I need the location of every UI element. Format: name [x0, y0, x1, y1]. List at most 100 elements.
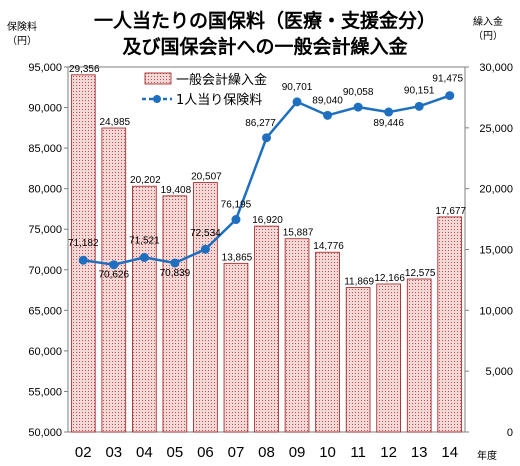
line-point	[445, 91, 455, 101]
bar	[101, 127, 127, 433]
x-axis-title: 年度	[477, 449, 497, 462]
left-tick-label: 60,000	[28, 346, 62, 358]
x-tick-label: 14	[441, 444, 458, 461]
bar	[162, 195, 188, 433]
left-tick-label: 55,000	[28, 386, 62, 398]
right-tick-label: 30,000	[479, 62, 513, 74]
left-tick-label: 90,000	[28, 103, 62, 115]
legend-bar-label: 一般会計繰入金	[176, 72, 267, 88]
x-tick-label: 11	[350, 444, 366, 461]
line-point	[139, 252, 149, 262]
bar-value-label: 12,575	[405, 268, 436, 279]
right-tick-label: 5,000	[485, 366, 513, 378]
line-point	[109, 260, 119, 270]
bar-value-label: 24,985	[100, 117, 131, 128]
left-tick-label: 70,000	[28, 265, 62, 277]
line-value-label: 70,626	[99, 270, 130, 281]
bar	[254, 225, 279, 433]
right-axis-title-line2: （円）	[473, 30, 503, 42]
bar-value-label: 17,677	[435, 206, 466, 217]
x-tick-label: 12	[380, 444, 397, 461]
bar	[132, 185, 157, 433]
line-point	[78, 255, 88, 265]
bar	[284, 238, 310, 433]
bar-value-label: 16,920	[252, 215, 283, 226]
x-tick-label: 10	[319, 444, 336, 461]
line-series	[78, 91, 455, 270]
x-tick-label: 07	[228, 444, 245, 461]
right-tick-label: 10,000	[479, 305, 513, 317]
legend: 一般会計繰入金 1人当り保険料	[142, 72, 267, 108]
bar	[315, 251, 340, 433]
bar	[376, 283, 401, 433]
right-axis-title-line1: 繰入金	[473, 15, 503, 28]
left-tick-label: 65,000	[28, 305, 62, 317]
x-tick-label: 05	[167, 444, 184, 461]
bar-value-label: 15,887	[283, 228, 314, 239]
x-tick-label: 04	[136, 444, 153, 461]
line-value-label: 90,701	[282, 82, 313, 93]
bar	[193, 182, 218, 433]
left-tick-label: 75,000	[28, 224, 62, 236]
line-point	[323, 110, 333, 120]
bar	[437, 216, 463, 433]
x-tick-label: 06	[197, 444, 214, 461]
line-value-label: 72,534	[190, 228, 221, 239]
left-tick-label: 50,000	[28, 427, 62, 439]
line-value-label: 90,151	[404, 85, 435, 96]
right-tick-label: 15,000	[479, 245, 513, 257]
bar-value-label: 12,166	[374, 273, 405, 284]
left-axis-title-line2: （円）	[7, 35, 37, 47]
legend-line-label: 1人当り保険料	[176, 93, 262, 108]
line-value-label: 86,277	[245, 118, 276, 129]
line-value-label: 70,839	[160, 268, 191, 279]
right-axis: 0 5,000 10,000 15,000 20,000 25,000 30,000	[465, 62, 513, 439]
line-value-label: 71,521	[129, 235, 160, 246]
bar-series	[70, 74, 463, 433]
x-axis: 02 03 04 05 06 07 08 09 10 11 12 13 14	[75, 444, 458, 461]
legend-line-marker	[153, 95, 161, 103]
line-point	[292, 97, 302, 107]
x-tick-label: 08	[258, 444, 275, 461]
bar-value-label: 29,356	[69, 64, 100, 75]
line-value-label: 71,182	[68, 238, 99, 249]
bar	[406, 278, 432, 433]
right-tick-label: 25,000	[479, 123, 513, 135]
line-value-label: 89,040	[312, 95, 343, 106]
left-axis: 50,000 55,000 60,000 65,000 70,000 75,000 80,0…	[28, 62, 68, 439]
line-point	[231, 215, 241, 225]
line-point	[353, 102, 363, 112]
x-tick-label: 02	[75, 444, 92, 461]
right-tick-label: 0	[507, 427, 513, 439]
line-point	[170, 258, 180, 268]
line-point	[262, 133, 271, 143]
chart-title-line1: 一人当たりの国保料（医療・支援金分）	[94, 9, 436, 32]
left-tick-label: 80,000	[28, 184, 62, 196]
left-tick-label: 95,000	[28, 62, 62, 74]
bar-value-label: 14,776	[313, 241, 344, 252]
bar	[345, 287, 371, 433]
line-value-label: 91,475	[432, 74, 463, 85]
bar	[223, 262, 249, 433]
bar-value-label: 11,869	[344, 277, 374, 288]
bar-value-label: 20,507	[191, 171, 222, 182]
bar-value-label: 19,408	[161, 185, 192, 196]
line-point	[414, 101, 424, 111]
right-tick-label: 20,000	[479, 184, 513, 196]
line-point	[200, 244, 210, 254]
bar-value-label: 13,865	[222, 252, 253, 263]
bar-value-label: 20,202	[130, 175, 161, 186]
x-tick-label: 09	[289, 444, 306, 461]
line-value-label: 76,195	[221, 200, 252, 211]
bar	[70, 74, 96, 433]
line-point	[384, 107, 394, 117]
left-axis-title-line1: 保険料	[7, 20, 37, 33]
left-tick-label: 85,000	[28, 143, 62, 155]
x-tick-label: 13	[411, 444, 428, 461]
chart-title-line2: 及び国保会計への一般会計繰入金	[122, 35, 408, 58]
line-value-label: 90,058	[343, 87, 374, 98]
legend-bar-swatch	[144, 72, 172, 85]
line-value-label: 89,446	[373, 118, 404, 129]
x-tick-label: 03	[105, 444, 122, 461]
